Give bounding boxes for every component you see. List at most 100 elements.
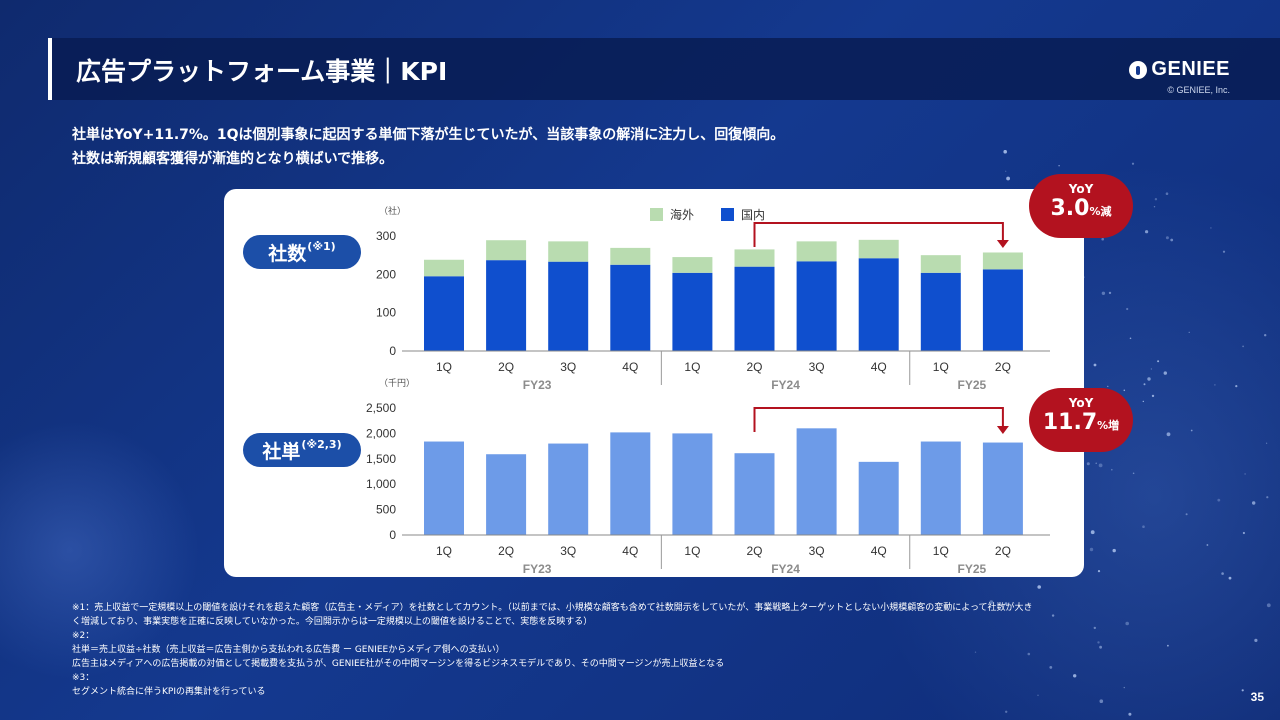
companies-bar-overseas [982,252,1023,270]
unit-price-x-tick: 3Q [560,544,576,558]
companies-bar-domestic [920,272,961,351]
background-dot [1097,641,1100,644]
unit-price-y-tick: 500 [376,503,396,517]
unit-price-comparison-line [753,407,1004,432]
background-dot [1266,442,1268,444]
companies-bar-domestic [548,261,589,351]
companies-bar-overseas [424,259,464,277]
companies-bar-domestic [982,269,1023,351]
background-dot [1221,572,1224,575]
background-dot [1093,626,1096,630]
unit-price-x-tick: 2Q [498,544,514,558]
unit-price-group-label: FY24 [771,562,800,576]
background-dot [1049,666,1053,669]
companies-group-label: FY23 [523,378,552,392]
background-dot [1188,331,1190,333]
unit-price-bar [672,433,713,535]
page-number: 35 [1250,690,1264,704]
companies-unit-label: （社） [379,205,406,216]
background-dot [1107,385,1109,387]
companies-x-tick: 4Q [871,360,887,374]
legend-label: 海外 [670,207,694,222]
background-dot [1099,699,1104,703]
background-dot [1004,602,1008,606]
footnotes: ※1：売上収益で一定規模以上の閾値を設けそれを超えた顧客（広告主・メディア）を社… [72,601,1222,699]
summary-line-2: 社数は新規顧客獲得が漸進的となり横ばいで推移。 [72,151,394,167]
background-dot [1003,150,1007,154]
background-dot [1143,383,1146,386]
companies-bar-domestic [672,272,713,351]
background-dot [989,600,994,604]
footnote-line: 社単＝売上収益÷社数（売上収益＝広告主側から支払われる広告費 ー GENIEEか… [72,645,505,655]
legend-swatch [650,208,663,221]
companies-x-tick: 3Q [560,360,576,374]
companies-group-label: FY24 [771,378,800,392]
unit-price-label-pill: 社単 (※2,3) [243,433,361,467]
background-dot [1214,384,1216,386]
footnote-line: ※3： [72,673,95,683]
unit-price-x-tick: 4Q [622,544,638,558]
background-dot [1185,513,1188,516]
background-dot [1128,712,1132,716]
background-dot [1037,694,1039,696]
companies-bar-overseas [486,240,527,261]
footnote-line: ※1：売上収益で一定規模以上の閾値を設けそれを超えた顧客（広告主・メディア）を社… [72,603,1033,613]
background-dot [1210,227,1212,229]
companies-label: 社数 [268,242,307,265]
unit-price-bar [734,453,775,535]
background-dot [1167,644,1169,647]
background-dot [1132,472,1135,475]
company-logo: GENIEE [1129,58,1230,81]
background-dot [1051,614,1055,617]
logo-text: GENIEE [1151,58,1230,80]
unit-price-bar [982,442,1023,535]
unit-price-y-tick: 2,500 [366,401,396,415]
background-dot [1242,531,1245,535]
background-dot [1006,176,1010,181]
companies-bar-domestic [796,261,837,351]
companies-bar-overseas [672,257,713,273]
background-dot [1165,236,1169,240]
companies-comparison-line [753,222,1004,247]
companies-y-tick: 200 [376,267,396,281]
companies-label-pill: 社数 (※1) [243,235,361,269]
summary-line-1: 社単はYoY+11.7%。1Qは個別事象に起因する単価下落が生じていたが、当該事… [72,127,785,143]
companies-yoy-suffix: %減 [1089,205,1112,218]
background-dot [1089,547,1094,552]
background-dot [1098,463,1103,468]
copyright: © GENIEE, Inc. [1167,85,1230,95]
unit-price-x-tick: 4Q [871,544,887,558]
background-dot [1254,638,1258,642]
unit-price-y-tick: 1,500 [366,452,396,466]
unit-price-y-tick: 1,000 [366,477,396,491]
unit-price-bar [486,454,527,535]
background-dot [1123,686,1125,689]
unit-price-yoy-value: 11.7 [1042,410,1098,435]
unit-price-bar [920,441,961,535]
companies-y-tick: 0 [389,344,396,358]
background-dot [1157,360,1160,363]
companies-bar-domestic [734,266,775,351]
background-dot [1111,468,1113,471]
companies-x-tick: 2Q [498,360,514,374]
background-dot [1108,291,1112,295]
unit-price-yoy-callout: YoY 11.7%増 [1029,388,1133,452]
unit-price-bar [424,441,464,535]
background-dot [974,651,977,653]
unit-price-x-tick: 1Q [684,544,700,558]
background-dot [1241,689,1244,692]
companies-x-tick: 2Q [746,360,762,374]
companies-bar-overseas [858,239,899,259]
companies-bar-domestic [424,276,464,351]
background-dot [1073,674,1077,678]
background-dot [1099,645,1102,649]
unit-price-y-tick: 2,000 [366,426,396,440]
companies-bar-domestic [610,264,651,351]
background-dot [1242,345,1244,348]
companies-yoy-callout: YoY 3.0%減 [1029,174,1133,238]
background-dot [1147,377,1151,381]
unit-price-bar [610,432,651,535]
unit-price-yoy-suffix: %増 [1097,419,1120,432]
background-dot [1142,525,1145,528]
background-dot [1101,291,1106,295]
